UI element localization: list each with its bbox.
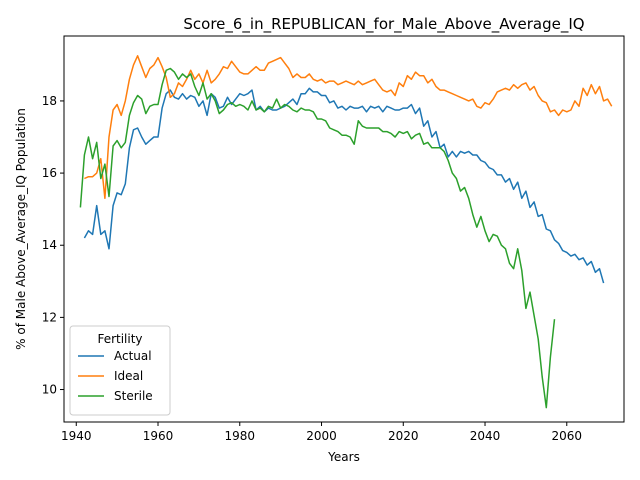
x-tick-label: 2040: [470, 429, 501, 443]
series-layer: [79, 55, 613, 409]
series-line-actual: [83, 87, 605, 284]
legend: Fertility Actual Ideal Sterile: [69, 325, 171, 416]
series-line-sterile: [79, 67, 556, 409]
legend-label-sterile: Sterile: [114, 389, 153, 403]
x-tick-label: 1940: [61, 429, 92, 443]
legend-box: [69, 325, 171, 416]
y-axis: 10 12 14 16 18: [42, 94, 64, 397]
x-axis-label: Years: [327, 450, 360, 464]
legend-title: Fertility: [97, 332, 142, 346]
x-tick-label: 2000: [306, 429, 337, 443]
legend-label-ideal: Ideal: [114, 369, 143, 383]
legend-label-actual: Actual: [114, 349, 152, 363]
y-tick-label: 10: [42, 383, 57, 397]
x-tick-label: 2060: [552, 429, 583, 443]
x-axis: 1940 1960 1980 2000 2020 2040 2060: [61, 422, 582, 443]
x-tick-label: 1960: [143, 429, 174, 443]
y-axis-label: % of Male Above_Average_IQ Population: [14, 108, 28, 350]
series-line-ideal: [84, 55, 613, 200]
y-tick-label: 14: [42, 238, 57, 252]
x-tick-label: 2020: [388, 429, 419, 443]
x-tick-label: 1980: [224, 429, 255, 443]
chart-title: Score_6_in_REPUBLICAN_for_Male_Above_Ave…: [183, 15, 584, 34]
plot-frame: [63, 35, 625, 423]
y-tick-label: 18: [42, 94, 57, 108]
y-tick-label: 12: [42, 310, 57, 324]
y-tick-label: 16: [42, 166, 57, 180]
